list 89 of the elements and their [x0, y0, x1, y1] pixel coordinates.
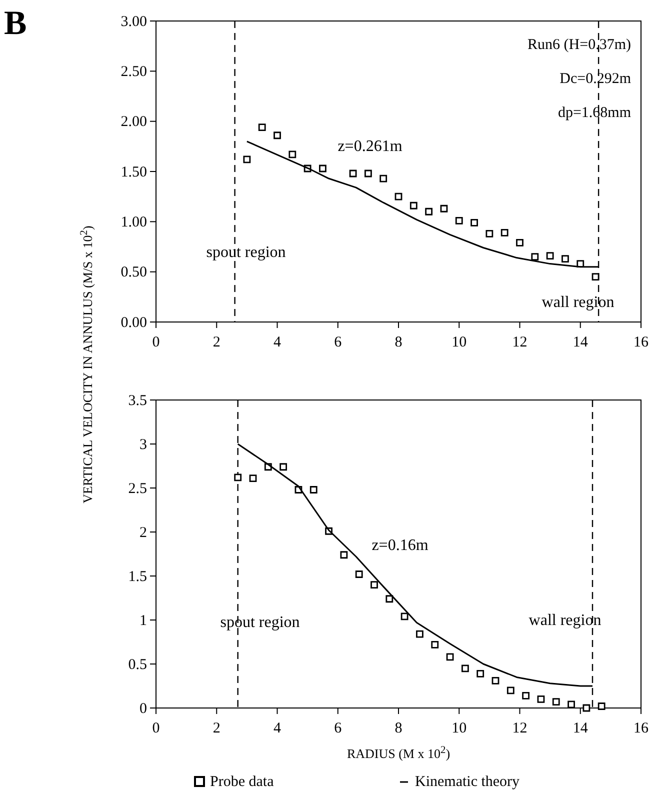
- point: [410, 202, 418, 210]
- point: [598, 702, 606, 710]
- point: [492, 677, 500, 684]
- x-tick-label: 6: [334, 334, 342, 351]
- x-tick-label: 14: [572, 720, 588, 737]
- y-tick-label: 0.00: [120, 314, 147, 331]
- x-tick-label: 6: [334, 720, 342, 737]
- x-tick-label: 10: [452, 720, 467, 737]
- annotation: z=0.261m: [338, 138, 403, 155]
- point: [568, 700, 575, 708]
- y-tick-label: 0.5: [128, 656, 147, 673]
- x-tick-label: 12: [512, 720, 528, 737]
- annotation: z=0.16m: [372, 537, 429, 554]
- text: B: [4, 5, 27, 42]
- x-tick-label: 16: [634, 720, 649, 737]
- y-tick-label: 2.5: [128, 480, 147, 497]
- point: [319, 164, 326, 172]
- point: [386, 595, 394, 603]
- point: [500, 229, 508, 236]
- annotation: spout region: [206, 244, 286, 261]
- point: [470, 218, 478, 226]
- point: [592, 273, 600, 281]
- point: [546, 252, 554, 260]
- y-tick-label: 2: [140, 524, 147, 541]
- point: [380, 174, 388, 182]
- annotation: spout region: [220, 614, 300, 631]
- point: [455, 216, 463, 224]
- annotation: wall region: [528, 612, 602, 629]
- point: [582, 704, 590, 712]
- point: [562, 255, 569, 262]
- point: [486, 230, 494, 238]
- annotation: Dc=0.292m: [560, 71, 632, 87]
- x-tick-label: 10: [452, 334, 467, 351]
- y-tick-label: 3.00: [120, 14, 147, 30]
- point: [425, 208, 433, 216]
- x-tick-label: 0: [152, 720, 160, 737]
- point: [522, 692, 530, 700]
- point: [310, 486, 318, 494]
- y-tick-label: 2.00: [120, 114, 147, 130]
- point: [461, 664, 469, 672]
- point: [370, 581, 378, 588]
- point: [280, 463, 288, 471]
- annotation: wall region: [542, 294, 614, 311]
- y-tick-label: 3: [140, 436, 147, 453]
- point: [537, 696, 545, 703]
- annotation: dp=1.68mm: [558, 105, 632, 121]
- y-tick-label: 0: [140, 700, 147, 717]
- point: [394, 192, 402, 200]
- y-tick-label: 1.50: [120, 164, 147, 180]
- point: [431, 640, 439, 648]
- x-tick-label: 8: [394, 334, 402, 351]
- point: [355, 570, 363, 578]
- y-tick-label: 2.50: [120, 64, 147, 80]
- point: [416, 630, 424, 638]
- x-tick-label: 4: [274, 334, 282, 351]
- x-tick-label: 2: [212, 720, 220, 737]
- y-tick-label: 3.5: [128, 392, 147, 409]
- y-tick-label: 1.5: [128, 568, 147, 585]
- x-tick-label: 0: [152, 334, 160, 351]
- x-axis-title: RADIUS (M x 10$^{2}$): [346, 744, 450, 761]
- point: [234, 474, 242, 482]
- legend-label: Probe data: [210, 774, 274, 790]
- point: [516, 239, 524, 246]
- point: [531, 253, 539, 260]
- point: [258, 124, 266, 132]
- y-tick-label: 0.50: [120, 264, 147, 281]
- point: [274, 132, 281, 140]
- point: [288, 150, 296, 158]
- point: [446, 653, 454, 661]
- x-tick-label: 14: [572, 334, 588, 351]
- annotation: Run6 (H=0.37m): [528, 37, 631, 53]
- point: [400, 612, 408, 620]
- x-tick-label: 2: [212, 334, 220, 351]
- point: [340, 551, 348, 559]
- point: [364, 170, 372, 178]
- point: [506, 686, 514, 694]
- x-tick-label: 12: [512, 334, 528, 351]
- point: [476, 670, 484, 678]
- point: [552, 698, 560, 706]
- x-tick-label: 4: [274, 720, 282, 737]
- y-tick-label: 1.00: [120, 214, 147, 230]
- point: [243, 156, 251, 164]
- point: [249, 474, 257, 482]
- x-tick-label: 16: [634, 334, 649, 351]
- point: [349, 170, 357, 178]
- legend-label: Kinematic theory: [415, 774, 520, 790]
- x-tick-label: 8: [394, 720, 402, 737]
- y-tick-label: 1: [140, 612, 147, 629]
- point: [440, 204, 448, 212]
